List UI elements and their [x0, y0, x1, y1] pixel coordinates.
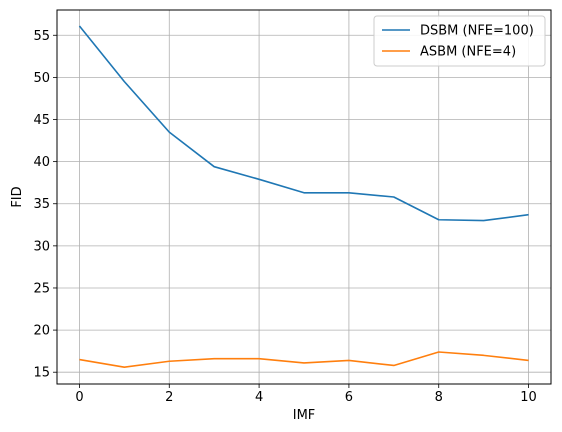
legend: DSBM (NFE=100) ASBM (NFE=4) — [373, 15, 546, 67]
series-lines — [78, 25, 529, 368]
x-tick-label: 0 — [75, 390, 83, 405]
series-line — [79, 351, 529, 368]
axis-ticks: 0 2 4 6 8 10 15 20 25 30 35 40 45 50 55 — [33, 29, 536, 405]
x-tick-label: 10 — [520, 390, 537, 405]
y-tick-label: 45 — [33, 113, 50, 128]
y-axis-label: FID — [10, 186, 25, 207]
y-tick-label: 30 — [33, 239, 50, 254]
legend-label: ASBM (NFE=4) — [420, 45, 516, 60]
y-tick-label: 25 — [33, 281, 50, 296]
y-tick-label: 40 — [33, 155, 50, 170]
plot-frame — [56, 9, 552, 385]
y-tick-label: 50 — [33, 71, 50, 86]
y-tick-label: 15 — [33, 366, 50, 381]
x-tick-label: 4 — [255, 390, 263, 405]
grid-lines — [57, 10, 551, 384]
y-tick-label: 55 — [33, 29, 50, 44]
y-tick-label: 35 — [33, 197, 50, 212]
x-tick-label: 6 — [345, 390, 353, 405]
y-tick-label: 20 — [33, 324, 50, 339]
x-tick-label: 2 — [165, 390, 173, 405]
x-axis-label: IMF — [293, 408, 316, 423]
x-tick-label: 8 — [435, 390, 443, 405]
legend-box — [373, 15, 546, 67]
legend-label: DSBM (NFE=100) — [420, 24, 534, 39]
series-line — [78, 25, 529, 222]
